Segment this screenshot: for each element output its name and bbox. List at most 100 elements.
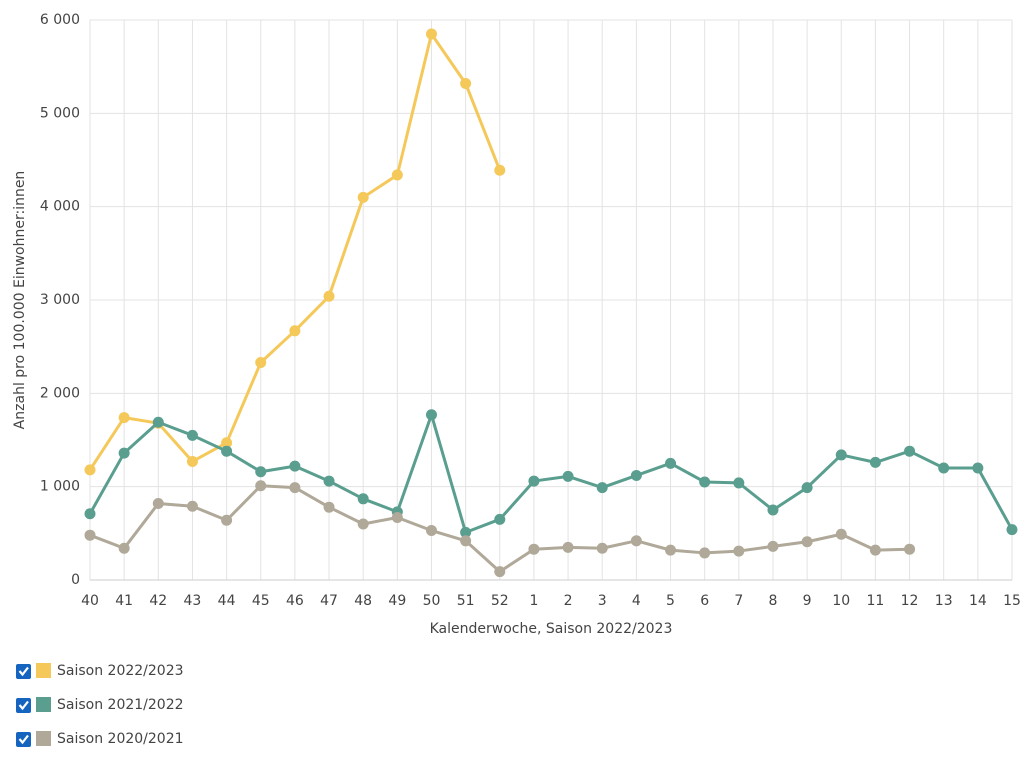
data-point: [221, 445, 233, 457]
x-tick-label: 42: [149, 593, 167, 609]
data-point: [596, 482, 608, 494]
data-point: [562, 470, 574, 482]
data-point: [84, 529, 96, 541]
x-tick-label: 5: [666, 593, 675, 609]
x-tick-label: 44: [218, 593, 236, 609]
data-point: [425, 525, 437, 537]
data-point: [152, 497, 164, 509]
data-point: [118, 447, 130, 459]
data-point: [801, 536, 813, 548]
data-point: [938, 462, 950, 474]
data-point: [221, 437, 233, 449]
x-tick-label: 1: [529, 593, 538, 609]
x-axis-label: Kalenderwoche, Saison 2022/2023: [430, 621, 673, 637]
data-point: [733, 477, 745, 489]
data-point: [118, 412, 130, 424]
x-tick-label: 8: [769, 593, 778, 609]
x-tick-label: 14: [969, 593, 987, 609]
legend-check: [18, 666, 29, 677]
data-point: [835, 528, 847, 540]
x-tick-label: 41: [115, 593, 133, 609]
legend-check: [18, 700, 29, 711]
y-tick-label: 6 000: [40, 12, 80, 28]
data-point: [357, 191, 369, 203]
data-point: [699, 547, 711, 559]
x-tick-label: 12: [901, 593, 919, 609]
data-point: [494, 164, 506, 176]
data-point: [289, 482, 301, 494]
data-point: [186, 455, 198, 467]
data-point: [835, 449, 847, 461]
data-point: [255, 357, 267, 369]
x-tick-label: 9: [803, 593, 812, 609]
data-point: [391, 169, 403, 181]
y-tick-label: 5 000: [40, 105, 80, 121]
x-tick-label: 4: [632, 593, 641, 609]
legend-label[interactable]: Saison 2021/2022: [57, 697, 184, 713]
data-point: [801, 482, 813, 494]
data-point: [1006, 524, 1018, 536]
x-tick-label: 49: [388, 593, 406, 609]
x-tick-label: 52: [491, 593, 509, 609]
series-line: [88, 413, 1014, 534]
x-tick-label: 10: [832, 593, 850, 609]
y-axis-label: Anzahl pro 100.000 Einwohner:innen: [12, 171, 28, 430]
data-point: [733, 545, 745, 557]
data-point: [494, 566, 506, 578]
data-point: [869, 544, 881, 556]
x-tick-label: 15: [1003, 593, 1021, 609]
data-point: [425, 409, 437, 421]
data-point: [528, 543, 540, 555]
legend-swatch: [36, 731, 51, 746]
y-tick-label: 0: [71, 572, 80, 588]
data-point: [425, 28, 437, 40]
data-point: [869, 456, 881, 468]
x-tick-label: 50: [423, 593, 441, 609]
data-point: [323, 290, 335, 302]
legend-check: [18, 734, 29, 745]
x-tick-label: 7: [734, 593, 743, 609]
data-point: [221, 514, 233, 526]
data-point: [904, 543, 916, 555]
data-point: [699, 476, 711, 488]
x-tick-label: 40: [81, 593, 99, 609]
legend-label[interactable]: Saison 2022/2023: [57, 663, 184, 679]
data-point: [460, 77, 472, 89]
x-tick-label: 2: [564, 593, 573, 609]
x-tick-label: 46: [286, 593, 304, 609]
data-point: [323, 475, 335, 487]
data-point: [665, 457, 677, 469]
data-point: [665, 544, 677, 556]
data-point: [323, 501, 335, 513]
data-point: [767, 540, 779, 552]
data-point: [494, 513, 506, 525]
data-point: [84, 464, 96, 476]
x-tick-label: 13: [935, 593, 953, 609]
data-point: [357, 493, 369, 505]
data-point: [255, 480, 267, 492]
x-tick-label: 51: [457, 593, 475, 609]
y-tick-label: 1 000: [40, 479, 80, 495]
data-point: [391, 511, 403, 523]
x-tick-label: 48: [354, 593, 372, 609]
data-point: [152, 416, 164, 428]
legend-swatch: [36, 697, 51, 712]
data-point: [186, 500, 198, 512]
data-point: [289, 325, 301, 337]
data-point: [767, 504, 779, 516]
data-point: [84, 508, 96, 520]
x-tick-label: 3: [598, 593, 607, 609]
data-point: [118, 542, 130, 554]
y-tick-label: 3 000: [40, 292, 80, 308]
legend-swatch: [36, 663, 51, 678]
y-tick-label: 4 000: [40, 199, 80, 215]
data-point: [460, 526, 472, 538]
data-point: [972, 462, 984, 474]
data-point: [186, 429, 198, 441]
data-point: [357, 518, 369, 530]
legend-label[interactable]: Saison 2020/2021: [57, 731, 184, 747]
data-point: [562, 541, 574, 553]
x-tick-label: 45: [252, 593, 270, 609]
data-point: [596, 542, 608, 554]
